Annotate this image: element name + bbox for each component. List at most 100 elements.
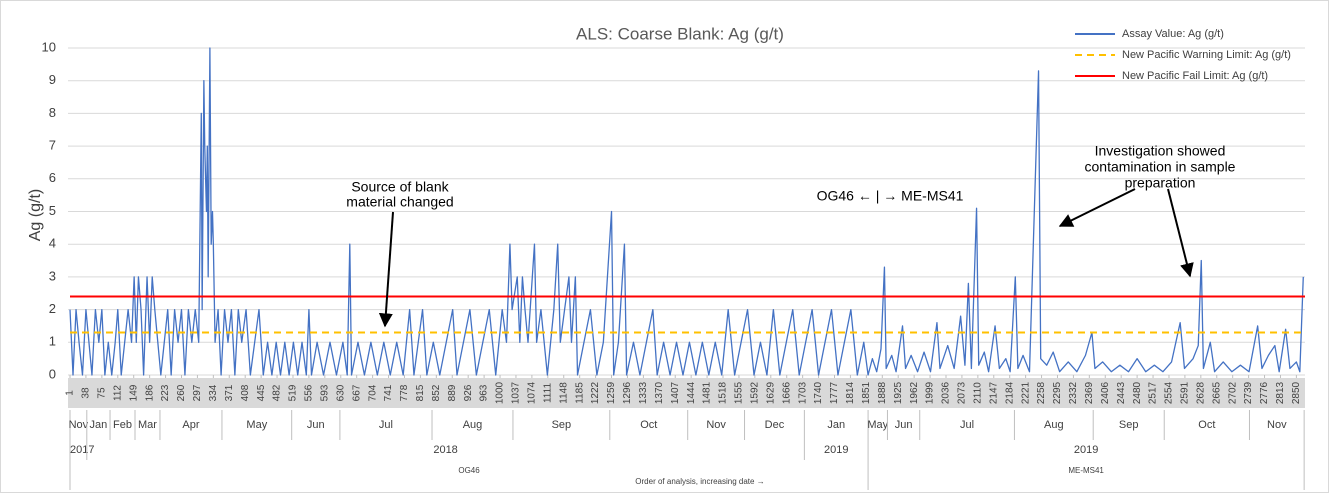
x-tick-label: 1370 [654, 381, 665, 404]
x-tick-label: 371 [224, 384, 235, 401]
x-tick-label: 1259 [606, 381, 617, 404]
x-tick-label: 223 [160, 384, 171, 401]
x-tick-label: 1666 [781, 381, 792, 404]
year-label: 2017 [70, 444, 94, 456]
x-tick-label: 445 [256, 384, 267, 401]
month-label: Mar [138, 419, 157, 431]
annotation-text: OG46 ← | → ME-MS41 [817, 188, 964, 204]
method-label: OG46 [458, 466, 480, 475]
x-tick-label: 149 [128, 384, 139, 401]
x-tick-label: 38 [81, 387, 92, 399]
x-tick-label: 630 [335, 384, 346, 401]
x-tick-label: 741 [383, 384, 394, 401]
x-tick-label: 1481 [702, 381, 713, 404]
x-tick-label: 778 [399, 384, 410, 401]
y-tick-label: 8 [49, 105, 56, 120]
annotation-text: Source of blank [351, 179, 449, 195]
year-label: 2019 [1074, 444, 1098, 456]
y-tick-label: 9 [49, 72, 56, 87]
x-tick-label: 2406 [1100, 381, 1111, 404]
month-label: Jul [960, 419, 974, 431]
month-label: Jun [895, 419, 913, 431]
x-tick-label: 112 [112, 385, 123, 401]
month-label: Sep [552, 419, 572, 431]
x-tick-label: 2258 [1036, 381, 1047, 404]
chart-title: ALS: Coarse Blank: Ag (g/t) [576, 24, 784, 43]
month-label: Feb [113, 419, 132, 431]
x-tick-label: 519 [288, 384, 299, 401]
x-tick-label: 1000 [495, 381, 506, 404]
x-tick-label: 1222 [590, 381, 601, 404]
x-tick-label: 2665 [1211, 381, 1222, 404]
x-tick-label: 1740 [813, 381, 824, 404]
x-tick-label: 1518 [718, 381, 729, 404]
month-label: Dec [765, 419, 785, 431]
x-tick-label: 2776 [1259, 381, 1270, 404]
month-label: Jan [90, 419, 108, 431]
x-tick-label: 704 [367, 384, 378, 401]
year-label: 2018 [433, 444, 457, 456]
x-tick-label: 1962 [909, 381, 920, 404]
y-tick-label: 3 [49, 268, 56, 283]
x-tick-label: 2147 [988, 381, 999, 404]
x-tick-label: 2221 [1020, 381, 1031, 404]
x-tick-label: 1037 [511, 381, 522, 404]
month-label: Sep [1119, 419, 1139, 431]
x-tick-label: 1592 [750, 381, 761, 404]
month-label: May [867, 419, 888, 431]
x-tick-label: 1333 [638, 381, 649, 404]
y-tick-label: 7 [49, 138, 56, 153]
legend-label: New Pacific Warning Limit: Ag (g/t) [1122, 49, 1291, 61]
month-label: Aug [1044, 419, 1064, 431]
annotation-text: Investigation showed [1095, 143, 1226, 159]
y-tick-label: 5 [49, 203, 56, 218]
y-tick-label: 1 [49, 334, 56, 349]
x-tick-label: 1296 [622, 381, 633, 404]
x-tick-label: 2073 [957, 381, 968, 404]
x-tick-label: 2628 [1195, 381, 1206, 404]
x-tick-label: 260 [176, 384, 187, 401]
month-label: Nov [706, 419, 726, 431]
y-axis-title: Ag (g/t) [27, 189, 44, 241]
y-tick-label: 0 [49, 366, 56, 381]
month-label: Nov [1267, 419, 1287, 431]
month-label: Aug [463, 419, 483, 431]
x-tick-label: 556 [304, 384, 315, 401]
x-tick-label: 75 [96, 387, 107, 399]
y-tick-label: 2 [49, 301, 56, 316]
annotation-text: material changed [346, 194, 453, 210]
x-tick-label: 667 [351, 384, 362, 401]
x-tick-label: 1999 [925, 381, 936, 404]
x-tick-label: 297 [192, 384, 203, 401]
annotation-arrow [378, 211, 394, 328]
x-tick-label: 2480 [1132, 381, 1143, 404]
x-axis-band [68, 378, 1305, 408]
month-label: Jul [379, 419, 393, 431]
x-tick-label: 2591 [1180, 381, 1191, 404]
x-tick-label: 852 [431, 384, 442, 401]
x-tick-label: 2443 [1116, 381, 1127, 404]
x-tick-label: 593 [319, 384, 330, 401]
year-label: 2019 [824, 444, 848, 456]
x-tick-label: 2036 [941, 381, 952, 404]
x-tick-label: 1703 [797, 381, 808, 404]
x-tick-label: 1111 [542, 383, 553, 403]
x-tick-label: 2110 [972, 382, 983, 404]
x-tick-label: 408 [240, 384, 251, 401]
x-tick-label: 2702 [1227, 381, 1238, 404]
y-tick-label: 6 [49, 170, 56, 185]
method-label: ME-MS41 [1068, 466, 1104, 475]
x-tick-label: 2295 [1052, 381, 1063, 404]
x-tick-label: 1444 [686, 381, 697, 404]
x-tick-label: 2369 [1084, 381, 1095, 404]
annotation-arrow [1058, 188, 1136, 227]
legend-label: Assay Value: Ag (g/t) [1122, 28, 1224, 40]
x-tick-label: 2517 [1148, 381, 1159, 404]
x-tick-label: 1074 [527, 381, 538, 404]
month-label: Oct [640, 419, 657, 431]
x-tick-label: 2332 [1068, 381, 1079, 404]
x-tick-label: 2739 [1243, 381, 1254, 404]
x-tick-label: 1148 [558, 382, 569, 404]
y-tick-label: 4 [49, 236, 56, 251]
